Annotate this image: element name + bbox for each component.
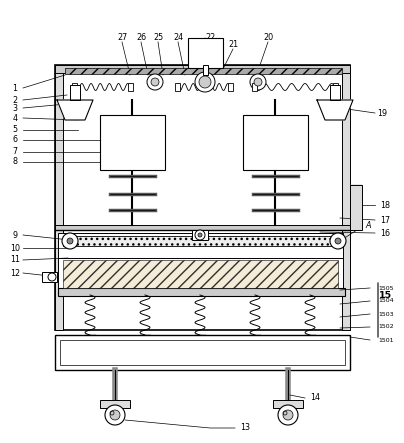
Bar	[42, 272, 57, 282]
Bar	[63, 260, 338, 288]
Text: 1504: 1504	[378, 299, 393, 303]
Circle shape	[48, 273, 56, 281]
Bar	[228, 83, 233, 91]
Bar	[58, 258, 343, 290]
Text: 4: 4	[13, 113, 17, 123]
Text: 15: 15	[379, 291, 391, 299]
Text: A: A	[365, 221, 371, 229]
Bar	[58, 288, 345, 296]
Bar	[333, 83, 338, 91]
Text: 26: 26	[136, 32, 146, 42]
Text: 12: 12	[10, 268, 20, 277]
Text: 5: 5	[13, 125, 17, 135]
Bar	[175, 83, 180, 91]
Circle shape	[67, 238, 73, 244]
Circle shape	[278, 405, 298, 425]
Bar	[65, 68, 342, 74]
Text: 1502: 1502	[378, 325, 393, 330]
Bar	[72, 83, 77, 91]
Bar	[70, 85, 80, 100]
Bar	[55, 65, 350, 73]
Circle shape	[195, 230, 205, 240]
Circle shape	[110, 410, 120, 420]
Bar	[192, 230, 208, 240]
Text: 16: 16	[380, 229, 390, 237]
Text: 6: 6	[13, 136, 17, 144]
Circle shape	[199, 76, 211, 88]
Polygon shape	[57, 100, 93, 120]
Circle shape	[254, 78, 262, 86]
Text: 17: 17	[380, 215, 390, 225]
Text: 11: 11	[10, 256, 20, 264]
Bar	[55, 65, 63, 330]
Bar	[55, 225, 350, 230]
Bar	[350, 185, 362, 230]
Text: 19: 19	[377, 109, 387, 117]
Circle shape	[330, 233, 346, 249]
Bar	[55, 335, 350, 370]
Text: 3: 3	[13, 104, 17, 113]
Circle shape	[147, 74, 163, 90]
Bar	[100, 400, 130, 408]
Text: 13: 13	[240, 424, 250, 432]
Bar	[252, 83, 257, 91]
Text: 1505: 1505	[378, 285, 393, 291]
Text: 24: 24	[173, 32, 183, 42]
Bar	[342, 65, 350, 330]
Text: 1503: 1503	[378, 311, 393, 316]
Text: 25: 25	[153, 32, 163, 42]
Polygon shape	[317, 100, 353, 120]
Bar	[55, 65, 350, 330]
Circle shape	[198, 233, 202, 237]
Circle shape	[335, 238, 341, 244]
Bar	[203, 65, 208, 75]
Text: 2: 2	[13, 96, 17, 105]
Text: 23: 23	[187, 39, 197, 48]
Text: 9: 9	[13, 230, 17, 240]
Text: 27: 27	[117, 32, 127, 42]
Text: 1: 1	[13, 83, 17, 93]
Text: 14: 14	[310, 393, 320, 403]
Bar	[58, 233, 343, 258]
Circle shape	[151, 78, 159, 86]
Text: 20: 20	[263, 32, 273, 42]
Bar	[273, 400, 303, 408]
Circle shape	[195, 72, 215, 92]
Text: 8: 8	[13, 158, 17, 167]
Circle shape	[250, 74, 266, 90]
Text: 22: 22	[205, 32, 215, 42]
Text: 21: 21	[228, 39, 238, 48]
Bar	[330, 85, 340, 100]
Text: 18: 18	[380, 201, 390, 210]
Text: 7: 7	[13, 148, 17, 156]
Bar	[128, 83, 133, 91]
Circle shape	[283, 410, 293, 420]
Text: 10: 10	[10, 244, 20, 253]
Bar	[243, 115, 308, 170]
Bar	[188, 38, 223, 68]
Text: 1501: 1501	[378, 338, 393, 342]
Circle shape	[62, 233, 78, 249]
Bar	[60, 340, 345, 365]
Circle shape	[105, 405, 125, 425]
Bar	[63, 236, 338, 246]
Bar	[100, 115, 165, 170]
